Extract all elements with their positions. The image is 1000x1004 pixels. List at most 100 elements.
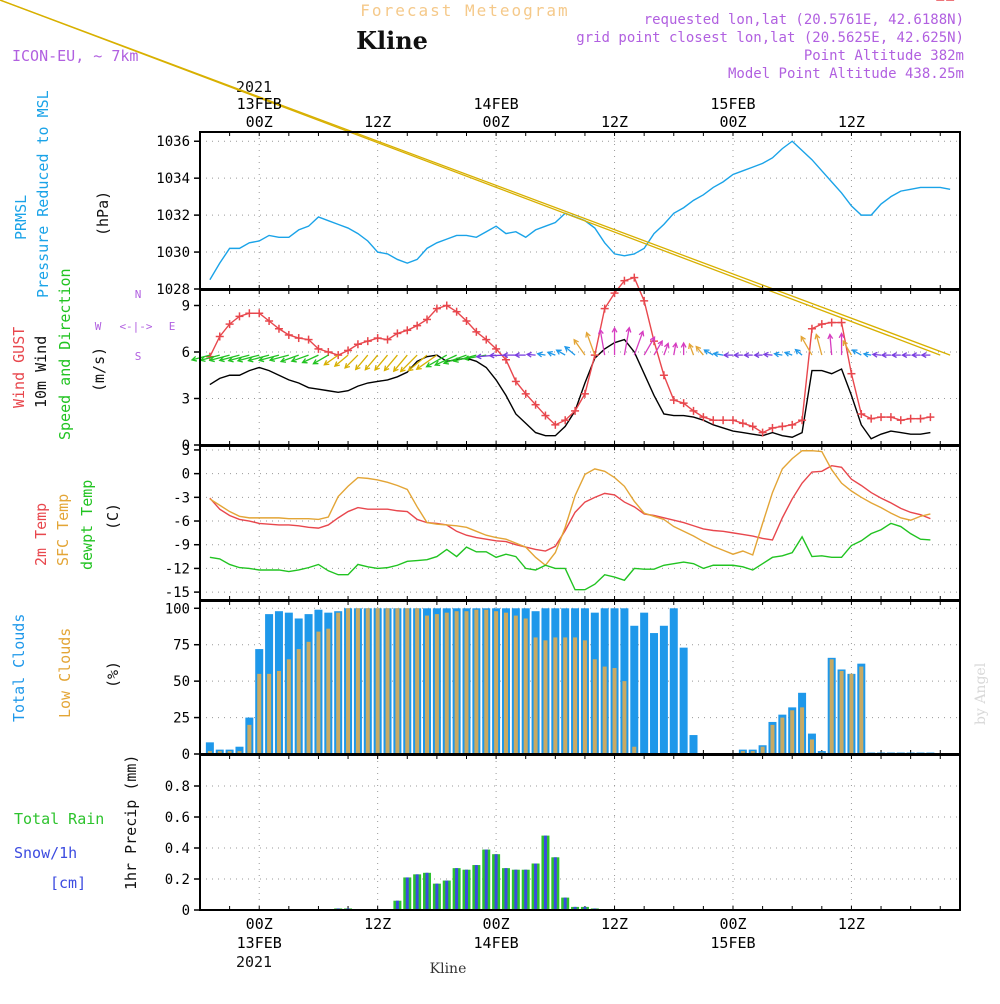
low-cloud-bar: [829, 659, 834, 754]
wind-arrow-head: [525, 351, 532, 358]
gust-marker: [837, 318, 846, 327]
wind-arrow: [794, 348, 803, 356]
gust-marker: [807, 324, 816, 333]
wind-arrow-shaft: [586, 332, 596, 356]
wind-arrow: [392, 354, 408, 373]
cloud-panel-labels: Total Clouds Low Clouds (%): [10, 614, 122, 722]
prmsl-line: [209, 140, 951, 281]
low-cloud-bar: [740, 751, 745, 754]
gust-marker: [492, 344, 501, 353]
gust-marker: [551, 420, 560, 429]
low-cloud-bar: [346, 608, 351, 754]
gust-marker: [304, 335, 313, 344]
wind-arrow-shaft: [842, 340, 852, 356]
wind-arrow-shaft: [209, 354, 230, 362]
low-cloud-bar: [809, 739, 814, 754]
y-tick-label: 0.4: [165, 841, 190, 857]
prmsl-desc-label: Pressure Reduced to MSL: [34, 90, 52, 298]
top-date-label: 14FEB: [474, 95, 519, 113]
low-cloud-bar: [316, 631, 321, 754]
snow-bar: [445, 880, 449, 910]
low-cloud-bar: [484, 609, 489, 754]
gust-marker: [561, 416, 570, 425]
low-cloud-bar: [415, 608, 420, 754]
snow-bar: [514, 869, 518, 910]
wind-arrow-shaft: [633, 331, 644, 356]
total-cloud-bar: [659, 625, 668, 754]
wind-arrow-head: [827, 333, 834, 340]
wind-arrow-head: [502, 352, 509, 359]
wind-arrow: [354, 354, 369, 371]
compass-w: W: [95, 320, 102, 333]
wind-arrow-shaft: [408, 354, 428, 372]
low-cloud-bar: [632, 746, 637, 754]
total-cloud-bar: [679, 647, 688, 754]
gust-marker: [926, 413, 935, 422]
gust-marker: [916, 414, 925, 423]
wind-arrow-head: [190, 355, 198, 362]
low-cloud-bar: [405, 608, 410, 754]
gust-marker: [571, 406, 580, 415]
low-cloud-bar: [859, 666, 864, 754]
wind-arrow-head: [753, 352, 760, 359]
wind-arrow-shaft: [334, 354, 349, 367]
gust-marker: [778, 422, 787, 431]
gust-marker: [413, 321, 422, 330]
bottom-time-label: 00Z: [246, 915, 273, 933]
wind-arrow: [695, 345, 704, 356]
snow-bar: [484, 849, 488, 910]
low-cloud-bar: [750, 751, 755, 754]
wind-arrow-shaft: [663, 343, 669, 356]
wind-arrow-shaft: [0, 0, 951, 356]
pressure-panel-labels: PRMSL Pressure Reduced to MSL (hPa): [12, 90, 112, 298]
grid-point-coords: grid point closest lon,lat (20.5625E, 42…: [576, 30, 964, 46]
bottom-time-label: 12Z: [601, 915, 628, 933]
wind-arrow-head: [871, 351, 878, 358]
wind-arrow-head: [364, 364, 371, 371]
low-cloud-bar: [454, 611, 459, 754]
y-tick-label: 0: [182, 903, 190, 919]
prmsl-label: PRMSL: [12, 195, 30, 240]
low-cloud-bar: [533, 637, 538, 754]
wind-arrow: [753, 352, 763, 359]
wind-arrow-head: [703, 349, 710, 355]
wind-arrow-head: [536, 351, 543, 358]
wind-arrow: [290, 354, 309, 363]
gust-marker: [867, 414, 876, 423]
gust-marker: [689, 406, 698, 415]
snow-bar: [573, 906, 577, 910]
wind-arrow-head: [649, 335, 656, 343]
rain-label: Total Rain: [14, 810, 104, 828]
wind-arrow-head: [354, 364, 361, 371]
snow-bar: [543, 835, 547, 910]
precip-panel-labels: Total Rain Snow/1h [cm] 1hr Precip (mm): [14, 755, 140, 892]
wind10m-line: [209, 338, 931, 440]
bottom-date-label: 15FEB: [710, 934, 755, 952]
top-year: 2021: [236, 78, 272, 96]
gust-marker: [383, 335, 392, 344]
wind-arrow-shaft: [829, 334, 833, 356]
y-tick-label: 1028: [156, 282, 190, 298]
low-cloud-bar: [770, 724, 775, 754]
wind-arrow-head: [910, 352, 917, 359]
low-cloud-bar: [425, 615, 430, 754]
wind-arrow-head: [323, 360, 330, 366]
gust-marker: [452, 307, 461, 316]
panel-frame-3: [199, 600, 961, 755]
panel-0: 1028 1030 1032 1034 1036: [156, 132, 960, 298]
wind-arrow-head: [564, 345, 571, 352]
panel-frame-0: [199, 131, 961, 290]
pressure-unit-label: (hPa): [94, 191, 112, 236]
wind-arrow: [862, 351, 872, 358]
wind-arrow-shaft: [355, 354, 369, 370]
wind-arrow: [901, 352, 911, 359]
panel-2: -15 -12 -9 -6 -3 0 3: [165, 443, 960, 601]
top-date-label: 15FEB: [710, 95, 755, 113]
wind-arrow: [688, 342, 695, 356]
wind-arrow: [663, 342, 670, 356]
low-cloud-bar: [849, 673, 854, 754]
wind-arrow-head: [344, 362, 351, 369]
low-cloud-bar: [385, 608, 390, 754]
wind-arrow-shaft: [713, 352, 724, 356]
wind-arrow-head: [463, 355, 470, 362]
